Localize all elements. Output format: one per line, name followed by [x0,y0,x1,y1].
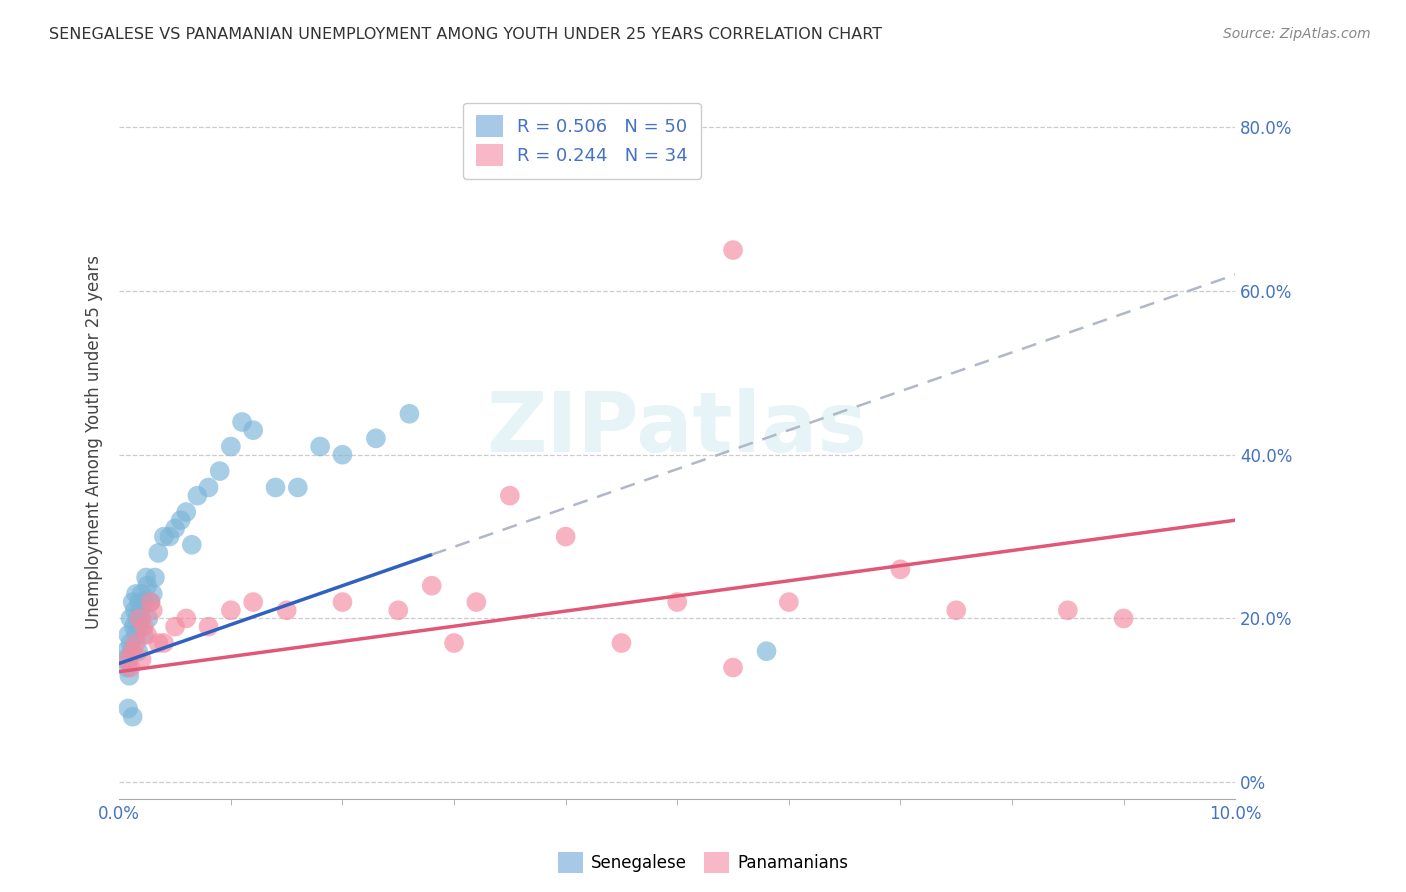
Point [132,620,155,634]
Point [136,611,159,625]
Text: ZIPatlas: ZIPatlas [486,388,868,468]
Legend: R = 0.506   N = 50, R = 0.244   N = 34: R = 0.506 N = 50, R = 0.244 N = 34 [463,103,700,179]
Point [117,652,139,666]
Point [332,595,354,609]
Point [174,611,197,625]
Legend: Senegalese, Panamanians: Senegalese, Panamanians [551,846,855,880]
Text: Source: ZipAtlas.com: Source: ZipAtlas.com [1223,27,1371,41]
Point [364,431,387,445]
Point [127,611,149,625]
Point [136,579,159,593]
Point [132,595,155,609]
Point [121,644,143,658]
Point [165,521,187,535]
Point [148,636,170,650]
Point [287,480,309,494]
Point [666,595,689,609]
Point [153,636,176,650]
Point [121,595,143,609]
Point [122,620,145,634]
Point [276,603,298,617]
Point [755,644,778,658]
Y-axis label: Unemployment Among Youth under 25 years: Unemployment Among Youth under 25 years [86,255,103,630]
Point [135,570,157,584]
Text: SENEGALESE VS PANAMANIAN UNEMPLOYMENT AMONG YOUTH UNDER 25 YEARS CORRELATION CHA: SENEGALESE VS PANAMANIAN UNEMPLOYMENT AM… [49,27,883,42]
Point [121,709,143,723]
Point [721,243,744,257]
Point [128,611,150,625]
Point [721,660,744,674]
Point [120,611,142,625]
Point [120,660,142,674]
Point [465,595,488,609]
Point [889,562,911,576]
Point [219,603,242,617]
Point [139,595,162,609]
Point [142,587,165,601]
Point [264,480,287,494]
Point [148,546,170,560]
Point [499,489,522,503]
Point [136,628,159,642]
Point [174,505,197,519]
Point [208,464,231,478]
Point [242,595,264,609]
Point [242,423,264,437]
Point [197,620,219,634]
Point [610,636,633,650]
Point [153,530,176,544]
Point [443,636,465,650]
Point [1112,611,1135,625]
Point [115,644,138,658]
Point [121,644,143,658]
Point [180,538,202,552]
Point [219,440,242,454]
Point [945,603,967,617]
Point [131,587,153,601]
Point [197,480,219,494]
Point [115,660,138,674]
Point [420,579,443,593]
Point [128,595,150,609]
Point [125,628,148,642]
Point [129,603,152,617]
Point [159,530,181,544]
Point [165,620,187,634]
Point [169,513,191,527]
Point [186,489,208,503]
Point [554,530,576,544]
Point [117,628,139,642]
Point [125,636,148,650]
Point [132,628,155,642]
Point [120,636,142,650]
Point [143,570,166,584]
Point [778,595,800,609]
Point [398,407,420,421]
Point [1056,603,1078,617]
Point [125,587,148,601]
Point [309,440,332,454]
Point [139,595,162,609]
Point [117,701,139,715]
Point [131,652,153,666]
Point [118,669,141,683]
Point [131,611,153,625]
Point [124,603,146,617]
Point [387,603,409,617]
Point [142,603,165,617]
Point [128,620,150,634]
Point [114,652,136,666]
Point [231,415,253,429]
Point [332,448,354,462]
Point [127,644,149,658]
